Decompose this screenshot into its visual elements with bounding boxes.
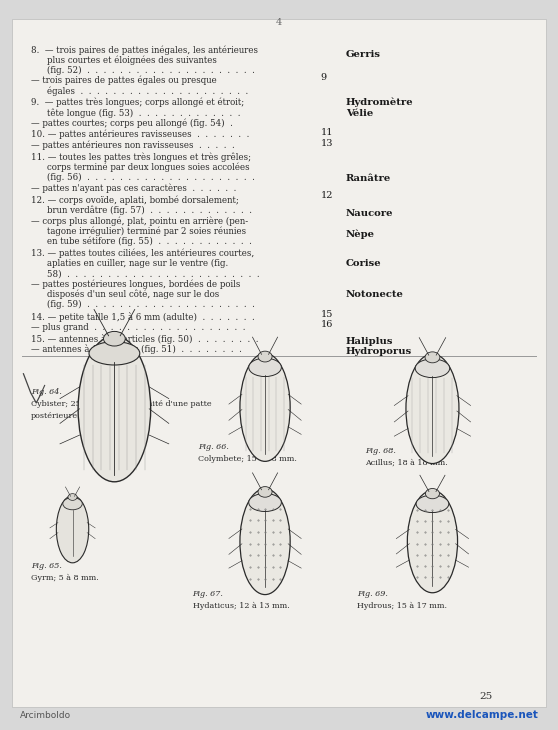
Text: 12. — corps ovoïde, aplati, bombé dorsalement;: 12. — corps ovoïde, aplati, bombé dorsal… xyxy=(31,196,239,205)
Text: Colymbete; 15 à 18 mm.: Colymbete; 15 à 18 mm. xyxy=(198,455,297,463)
Text: 12: 12 xyxy=(321,191,333,200)
Text: égales  .  .  .  .  .  .  .  .  .  .  .  .  .  .  .  .  .  .  .  .  .: égales . . . . . . . . . . . . . . . . .… xyxy=(47,86,249,96)
Text: 8.  — trois paires de pattes inégales, les antérieures: 8. — trois paires de pattes inégales, le… xyxy=(31,45,258,55)
Text: 14. — petite taille 1,5 à 6 mm (adulte)  .  .  .  .  .  .  .: 14. — petite taille 1,5 à 6 mm (adulte) … xyxy=(31,312,254,323)
Text: 11. — toutes les pattes très longues et très grêles;: 11. — toutes les pattes très longues et … xyxy=(31,153,251,162)
Ellipse shape xyxy=(407,491,458,593)
Text: en tube sétifore (fig. 55)  .  .  .  .  .  .  .  .  .  .  .  .: en tube sétifore (fig. 55) . . . . . . .… xyxy=(47,237,252,246)
Text: 10. — pattes antérieures ravisseuses  .  .  .  .  .  .  .: 10. — pattes antérieures ravisseuses . .… xyxy=(31,130,249,139)
Text: Corise: Corise xyxy=(346,259,382,268)
Text: aplaties en cuiller, nage sur le ventre (fig.: aplaties en cuiller, nage sur le ventre … xyxy=(47,259,229,268)
Text: Ranâtre: Ranâtre xyxy=(346,174,391,182)
Text: Gyrm; 5 à 8 mm.: Gyrm; 5 à 8 mm. xyxy=(31,574,98,582)
Ellipse shape xyxy=(63,498,82,510)
Text: — pattes n'ayant pas ces caractères  .  .  .  .  .  .: — pattes n'ayant pas ces caractères . . … xyxy=(31,183,236,193)
Text: www.delcampe.net: www.delcampe.net xyxy=(426,710,538,720)
Text: Fig. 66.: Fig. 66. xyxy=(198,443,229,451)
Ellipse shape xyxy=(68,493,77,500)
Text: Fig. 67.: Fig. 67. xyxy=(193,590,223,598)
Ellipse shape xyxy=(249,493,281,512)
Text: Hydrous; 15 à 17 mm.: Hydrous; 15 à 17 mm. xyxy=(357,602,447,610)
Text: plus courtes et éloignées des suivantes: plus courtes et éloignées des suivantes xyxy=(47,55,217,65)
Text: Notonecte: Notonecte xyxy=(346,290,404,299)
Text: tagone irrégulier) terminé par 2 soies réunies: tagone irrégulier) terminé par 2 soies r… xyxy=(47,226,247,236)
Ellipse shape xyxy=(56,496,89,563)
Text: Fig. 64.: Fig. 64. xyxy=(31,388,61,396)
FancyBboxPatch shape xyxy=(12,19,546,707)
Ellipse shape xyxy=(406,354,459,464)
Text: postérieure.: postérieure. xyxy=(31,412,80,420)
Text: Arcimboldo: Arcimboldo xyxy=(20,711,71,720)
Text: Nèpe: Nèpe xyxy=(346,229,375,239)
Text: — plus grand  .  .  .  .  .  .  .  .  .  .  .  .  .  .  .  .  .  .  .: — plus grand . . . . . . . . . . . . . .… xyxy=(31,323,245,331)
Text: (fig. 59)  .  .  .  .  .  .  .  .  .  .  .  .  .  .  .  .  .  .  .  .  .: (fig. 59) . . . . . . . . . . . . . . . … xyxy=(47,300,256,310)
Text: 15: 15 xyxy=(321,310,333,318)
Text: — antennes à 11 articles (fig. 51)  .  .  .  .  .  .  .  .: — antennes à 11 articles (fig. 51) . . .… xyxy=(31,345,242,355)
Ellipse shape xyxy=(415,359,450,377)
Text: 58)  .  .  .  .  .  .  .  .  .  .  .  .  .  .  .  .  .  .  .  .  .  .  .  .: 58) . . . . . . . . . . . . . . . . . . … xyxy=(47,269,260,278)
Ellipse shape xyxy=(89,342,140,365)
Text: Naucore: Naucore xyxy=(346,209,393,218)
Text: 15. — antennes à 10 articles (fig. 50)  .  .  .  .  .  .  .  .: 15. — antennes à 10 articles (fig. 50) .… xyxy=(31,334,258,345)
Text: — corps plus allongé, plat, pointu en arrière (pen-: — corps plus allongé, plat, pointu en ar… xyxy=(31,216,248,226)
Text: — pattes courtes; corps peu allongé (fig. 54)  .: — pattes courtes; corps peu allongé (fig… xyxy=(31,118,233,128)
Text: — pattes antérieures non ravisseuses  .  .  .  .  .: — pattes antérieures non ravisseuses . .… xyxy=(31,140,234,150)
Text: Haliplus: Haliplus xyxy=(346,337,393,346)
Text: Hydromètre: Hydromètre xyxy=(346,98,413,107)
Text: Acillus; 18 à 18 mm.: Acillus; 18 à 18 mm. xyxy=(365,458,448,466)
Text: 4: 4 xyxy=(276,18,282,26)
Text: 25: 25 xyxy=(479,692,492,701)
Ellipse shape xyxy=(78,336,151,482)
Text: 11: 11 xyxy=(321,128,333,137)
Text: (fig. 52)  .  .  .  .  .  .  .  .  .  .  .  .  .  .  .  .  .  .  .  .  .: (fig. 52) . . . . . . . . . . . . . . . … xyxy=(47,66,256,74)
Ellipse shape xyxy=(425,352,440,363)
Ellipse shape xyxy=(425,488,440,499)
Text: 13: 13 xyxy=(321,139,333,147)
Ellipse shape xyxy=(258,351,272,362)
Text: 13. — pattes toutes ciliées, les antérieures courtes,: 13. — pattes toutes ciliées, les antérie… xyxy=(31,249,254,258)
Text: Hydaticus; 12 à 13 mm.: Hydaticus; 12 à 13 mm. xyxy=(193,602,289,610)
Text: tête longue (fig. 53)  .  .  .  .  .  .  .  .  .  .  .  .  .: tête longue (fig. 53) . . . . . . . . . … xyxy=(47,108,241,118)
Text: Gerris: Gerris xyxy=(346,50,381,58)
Text: Fig. 65.: Fig. 65. xyxy=(31,562,61,570)
Ellipse shape xyxy=(103,331,125,346)
Text: 16: 16 xyxy=(321,320,333,328)
Ellipse shape xyxy=(240,353,290,461)
Text: disposés d'un seul côté, nage sur le dos: disposés d'un seul côté, nage sur le dos xyxy=(47,290,220,299)
Text: brun verdâtre (fig. 57)  .  .  .  .  .  .  .  .  .  .  .  .  .: brun verdâtre (fig. 57) . . . . . . . . … xyxy=(47,206,252,215)
Text: Fig. 68.: Fig. 68. xyxy=(365,447,396,455)
Text: Vélie: Vélie xyxy=(346,109,373,118)
Text: Hydroporus: Hydroporus xyxy=(346,347,412,356)
Text: — pattes postérieures longues, bordées de poils: — pattes postérieures longues, bordées d… xyxy=(31,280,240,289)
Text: corps terminé par deux longues soies accolées: corps terminé par deux longues soies acc… xyxy=(47,163,250,172)
Ellipse shape xyxy=(258,487,272,497)
Text: (fig. 56)  .  .  .  .  .  .  .  .  .  .  .  .  .  .  .  .  .  .  .  .  .: (fig. 56) . . . . . . . . . . . . . . . … xyxy=(47,173,256,182)
Text: — trois paires de pattes égales ou presque: — trois paires de pattes égales ou presq… xyxy=(31,76,217,85)
Ellipse shape xyxy=(416,495,449,512)
Text: 9: 9 xyxy=(321,73,327,82)
Ellipse shape xyxy=(240,489,290,594)
Ellipse shape xyxy=(249,358,281,377)
Text: Cybister; 25 à 40 mm; extrémité d'une patte: Cybister; 25 à 40 mm; extrémité d'une pa… xyxy=(31,400,211,408)
Text: 9.  — pattes très longues; corps allongé et étroit;: 9. — pattes très longues; corps allongé … xyxy=(31,98,244,107)
Text: Fig. 69.: Fig. 69. xyxy=(357,590,388,598)
